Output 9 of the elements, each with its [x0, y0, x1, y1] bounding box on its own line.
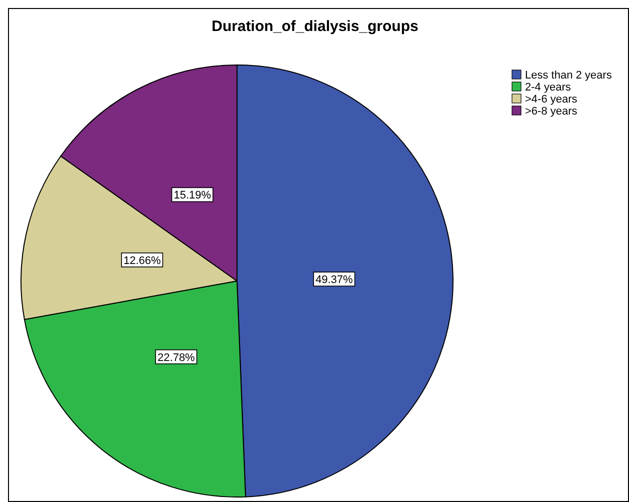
data-label: 12.66% [123, 254, 161, 267]
data-label: 22.78% [158, 352, 196, 364]
data-label: 15.19% [174, 190, 212, 202]
data-label: 49.37% [316, 274, 354, 286]
legend-label: >6-8 years [525, 106, 578, 118]
legend-label: 2-4 years [525, 82, 572, 94]
legend-label: Less than 2 years [525, 70, 612, 82]
chart-title: Duration_of_dialysis_groups [212, 18, 418, 35]
legend-label: >4-6 years [525, 94, 578, 106]
